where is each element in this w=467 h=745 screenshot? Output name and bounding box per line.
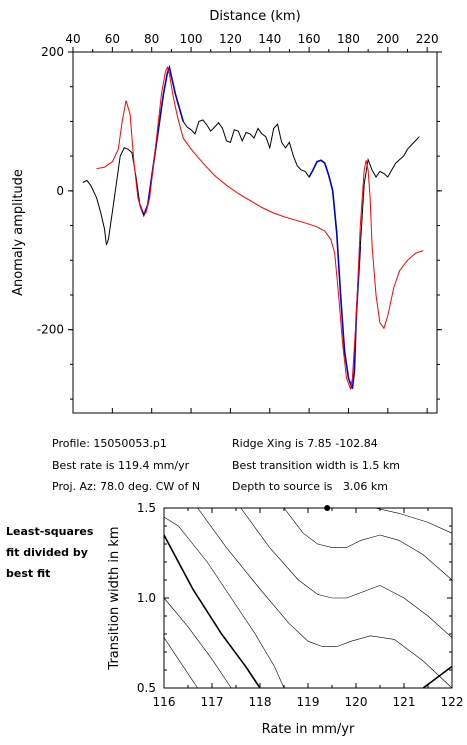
x-tick-label: 180 xyxy=(337,32,360,46)
info-projection-azimuth: Proj. Az: 78.0 deg. CW of N xyxy=(52,480,201,493)
series-line xyxy=(139,64,184,218)
x-tick-label: 220 xyxy=(416,32,439,46)
misfit-contour-chart: 116 117 118 119 120 121 122 0.5 1.0 1.5 Rate in mm… xyxy=(107,501,463,737)
x-tick-label: 120 xyxy=(345,695,368,709)
best-fit-marker xyxy=(324,505,331,511)
x-tick-label: 122 xyxy=(441,695,464,709)
x-tick-label: 117 xyxy=(201,695,224,709)
x-axis-label: Distance (km) xyxy=(209,9,300,24)
x-tick-label: 200 xyxy=(376,32,399,46)
contour-line xyxy=(163,637,198,689)
sidebar-note-line: fit divided by xyxy=(6,546,88,559)
series-line xyxy=(82,65,420,389)
series-line xyxy=(308,159,362,389)
contour-line xyxy=(197,507,453,689)
contour-line xyxy=(422,665,453,689)
sidebar-note: Least-squares fit divided by best fit xyxy=(6,521,93,584)
y-tick-label: 1.5 xyxy=(137,501,156,515)
y-tick-label: 0.5 xyxy=(137,681,156,695)
series-line xyxy=(96,65,424,391)
x-tick-label: 40 xyxy=(65,32,80,46)
y-axis-label: Anomaly amplitude xyxy=(11,169,26,296)
info-best-rate: Best rate is 119.4 mm/yr xyxy=(52,459,190,472)
x-tick-label: 60 xyxy=(105,32,120,46)
contour-line xyxy=(240,507,453,638)
x-tick-label: 100 xyxy=(180,32,203,46)
sidebar-note-line: best fit xyxy=(6,567,51,580)
x-tick-label: 119 xyxy=(297,695,320,709)
x-tick-label: 80 xyxy=(144,32,159,46)
y-tick-label: 200 xyxy=(41,45,64,59)
info-ridge-crossing: Ridge Xing is 7.85 -102.84 xyxy=(232,437,378,450)
info-best-transition-width: Best transition width is 1.5 km xyxy=(232,459,400,472)
y-tick-label: 1.0 xyxy=(137,591,156,605)
info-profile: Profile: 15050053.p1 xyxy=(52,437,167,450)
x-tick-label: 121 xyxy=(393,695,416,709)
contour-line xyxy=(163,534,261,689)
contour-line xyxy=(375,507,453,534)
y-tick-label: -200 xyxy=(37,323,64,337)
x-tick-label: 160 xyxy=(298,32,321,46)
y-tick-label: 0 xyxy=(56,184,64,198)
contour-line xyxy=(163,516,285,689)
contour-line xyxy=(283,507,453,581)
x-tick-label: 116 xyxy=(153,695,176,709)
sidebar-note-line: Least-squares xyxy=(6,525,94,538)
info-depth-to-source: Depth to source is 3.06 km xyxy=(232,480,388,493)
x-tick-label: 120 xyxy=(219,32,242,46)
x-tick-label: 140 xyxy=(258,32,281,46)
x-axis-label: Rate in mm/yr xyxy=(262,722,355,737)
contour-plot-frame xyxy=(163,507,453,689)
x-tick-label: 118 xyxy=(249,695,272,709)
contour-line xyxy=(163,597,232,689)
y-axis-label: Transition width in km xyxy=(107,526,122,670)
plot-frame xyxy=(72,51,438,414)
anomaly-chart: 40 60 80 100 120 140 160 180 200 220 200 0 -200 Dista… xyxy=(11,9,442,414)
